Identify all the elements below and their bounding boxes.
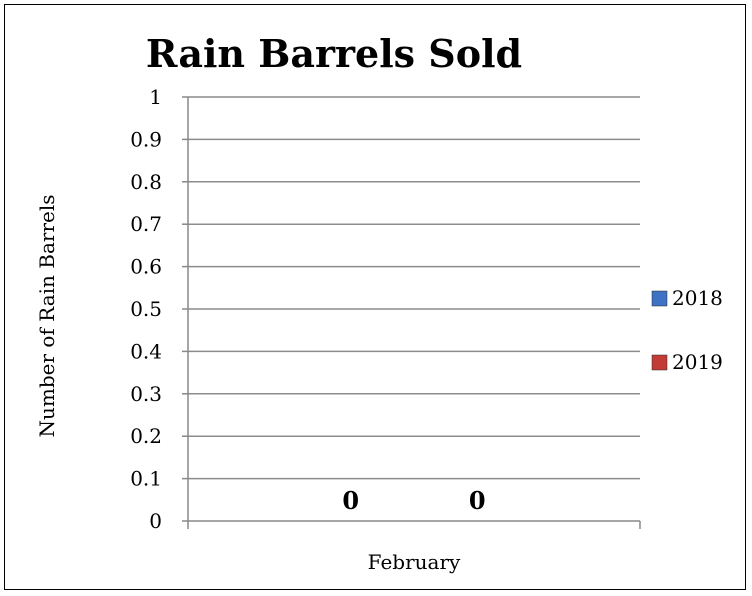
- data-label-2018: 0: [342, 486, 359, 515]
- legend-label-2018: 2018: [672, 286, 723, 310]
- chart-title: Rain Barrels Sold: [146, 31, 522, 76]
- y-tick-label: 1: [149, 85, 162, 109]
- legend: 2018 2019: [651, 286, 723, 374]
- y-tick-label: 0.4: [130, 339, 162, 363]
- y-tick-label: 0.8: [130, 170, 162, 194]
- gridlines: [188, 96, 640, 480]
- y-tick-label: 0: [149, 509, 162, 533]
- y-tick-label: 0.3: [130, 382, 162, 406]
- y-tick-label: 0.9: [130, 127, 162, 151]
- y-tick-label: 0.2: [130, 424, 162, 448]
- y-axis-ticks: 0 0.1 0.2 0.3 0.4 0.5 0.6 0.7 0.8 0.9 1: [130, 85, 641, 533]
- x-axis-title: February: [368, 550, 461, 574]
- y-tick-label: 0.5: [130, 297, 162, 321]
- legend-label-2019: 2019: [672, 350, 723, 374]
- y-tick-label: 0.6: [130, 255, 162, 279]
- legend-swatch-2019: [651, 354, 668, 371]
- y-tick-label: 0.1: [130, 467, 162, 491]
- y-axis-title: Number of Rain Barrels: [35, 194, 59, 437]
- y-tick-label: 0.7: [130, 212, 162, 236]
- legend-swatch-2018: [651, 290, 668, 307]
- chart-frame: [4, 4, 746, 590]
- data-label-2019: 0: [469, 486, 486, 515]
